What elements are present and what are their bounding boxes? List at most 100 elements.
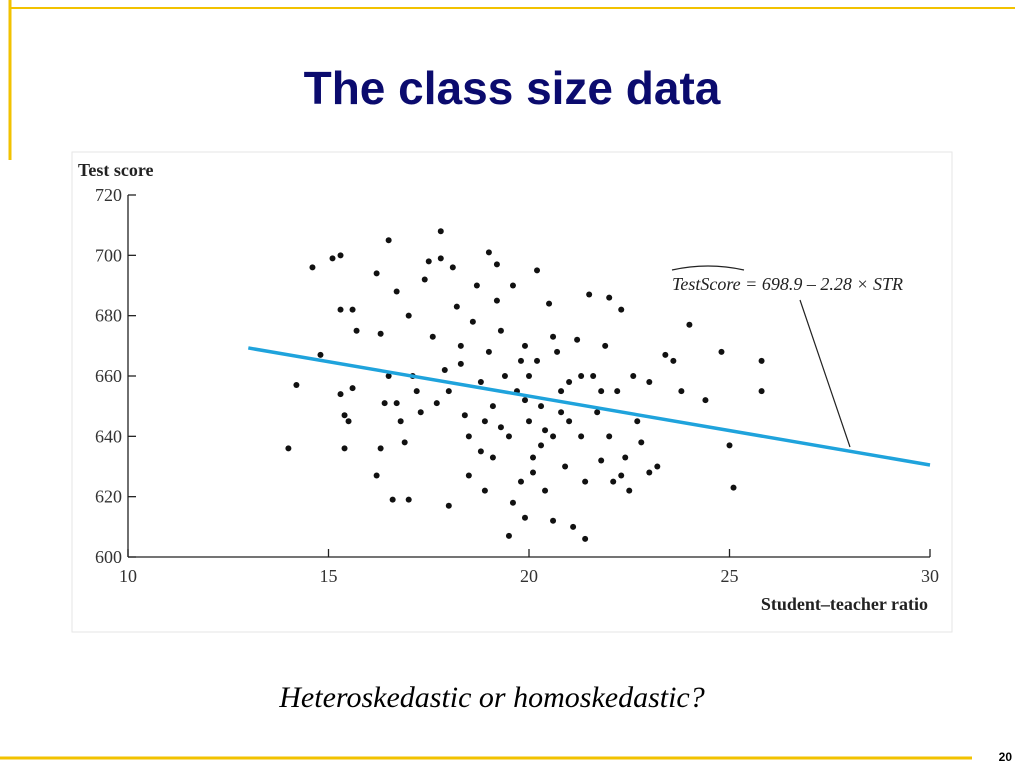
point (646, 379, 653, 386)
point (718, 348, 725, 355)
point (574, 336, 581, 343)
x-tick-label: 10 (119, 566, 137, 586)
point (566, 379, 573, 386)
point (758, 357, 765, 364)
y-tick-label: 640 (95, 426, 122, 446)
point (469, 318, 476, 325)
point (373, 270, 380, 277)
point (606, 433, 613, 440)
point (542, 487, 549, 494)
point (425, 258, 432, 265)
point (598, 457, 605, 464)
point (594, 409, 601, 416)
point (505, 532, 512, 539)
point (345, 418, 352, 425)
point (542, 427, 549, 434)
point (457, 342, 464, 349)
point (465, 433, 472, 440)
point (341, 445, 348, 452)
y-axis-label: Test score (78, 160, 154, 180)
slide-title: The class size data (304, 62, 721, 114)
point (538, 403, 545, 410)
point (493, 297, 500, 304)
point (678, 388, 685, 395)
point (453, 303, 460, 310)
point (309, 264, 316, 271)
point (570, 523, 577, 530)
point (329, 255, 336, 262)
point (654, 463, 661, 470)
point (606, 294, 613, 301)
point (377, 445, 384, 452)
point (758, 388, 765, 395)
point (445, 388, 452, 395)
point (550, 517, 557, 524)
point (497, 327, 504, 334)
point (590, 373, 597, 379)
x-axis-label: Student–teacher ratio (761, 594, 928, 614)
point (413, 388, 420, 395)
page-number: 20 (999, 750, 1013, 764)
y-tick-label: 660 (95, 366, 122, 386)
point (634, 418, 641, 425)
x-tick-label: 15 (320, 566, 338, 586)
y-tick-label: 720 (95, 185, 122, 205)
point (349, 306, 356, 313)
point (485, 348, 492, 355)
point (437, 228, 444, 235)
point (341, 412, 348, 419)
leader-line (799, 299, 851, 448)
point (385, 237, 392, 244)
point (489, 403, 496, 410)
point (373, 472, 380, 479)
point (401, 439, 408, 446)
point (517, 478, 524, 485)
point (493, 261, 500, 268)
point (505, 433, 512, 440)
point (429, 333, 436, 340)
point (618, 306, 625, 313)
point (602, 342, 609, 349)
point (397, 418, 404, 425)
point (550, 433, 557, 440)
point (598, 388, 605, 395)
regression-line (248, 346, 931, 467)
point (538, 442, 545, 449)
point (441, 366, 448, 373)
point (489, 454, 496, 461)
point (473, 282, 480, 289)
point (610, 478, 617, 485)
point (618, 472, 625, 479)
point (546, 300, 553, 307)
x-tick-label: 25 (721, 566, 739, 586)
y-tick-label: 620 (95, 487, 122, 507)
equation: TestScore = 698.9 – 2.28 × STR (672, 274, 903, 294)
point (317, 351, 324, 358)
point (521, 342, 528, 349)
point (582, 478, 589, 485)
point (586, 291, 593, 298)
point (730, 484, 737, 491)
y-tick-label: 600 (95, 547, 122, 567)
point (337, 391, 344, 398)
point (554, 348, 561, 355)
point (614, 388, 621, 395)
plot: 600 620 640 660 680 700 720 10 15 20 25 30 (95, 185, 939, 586)
point (433, 400, 440, 407)
point (389, 496, 396, 503)
point (562, 463, 569, 470)
point (457, 360, 464, 367)
point (509, 499, 516, 506)
point (626, 487, 633, 494)
point (337, 252, 344, 259)
point (686, 321, 693, 328)
point (530, 469, 537, 476)
point (437, 255, 444, 262)
point (405, 312, 412, 319)
y-tick-label: 700 (95, 245, 122, 265)
point (526, 418, 532, 425)
point (445, 502, 452, 509)
point (662, 351, 669, 358)
point (481, 487, 488, 494)
